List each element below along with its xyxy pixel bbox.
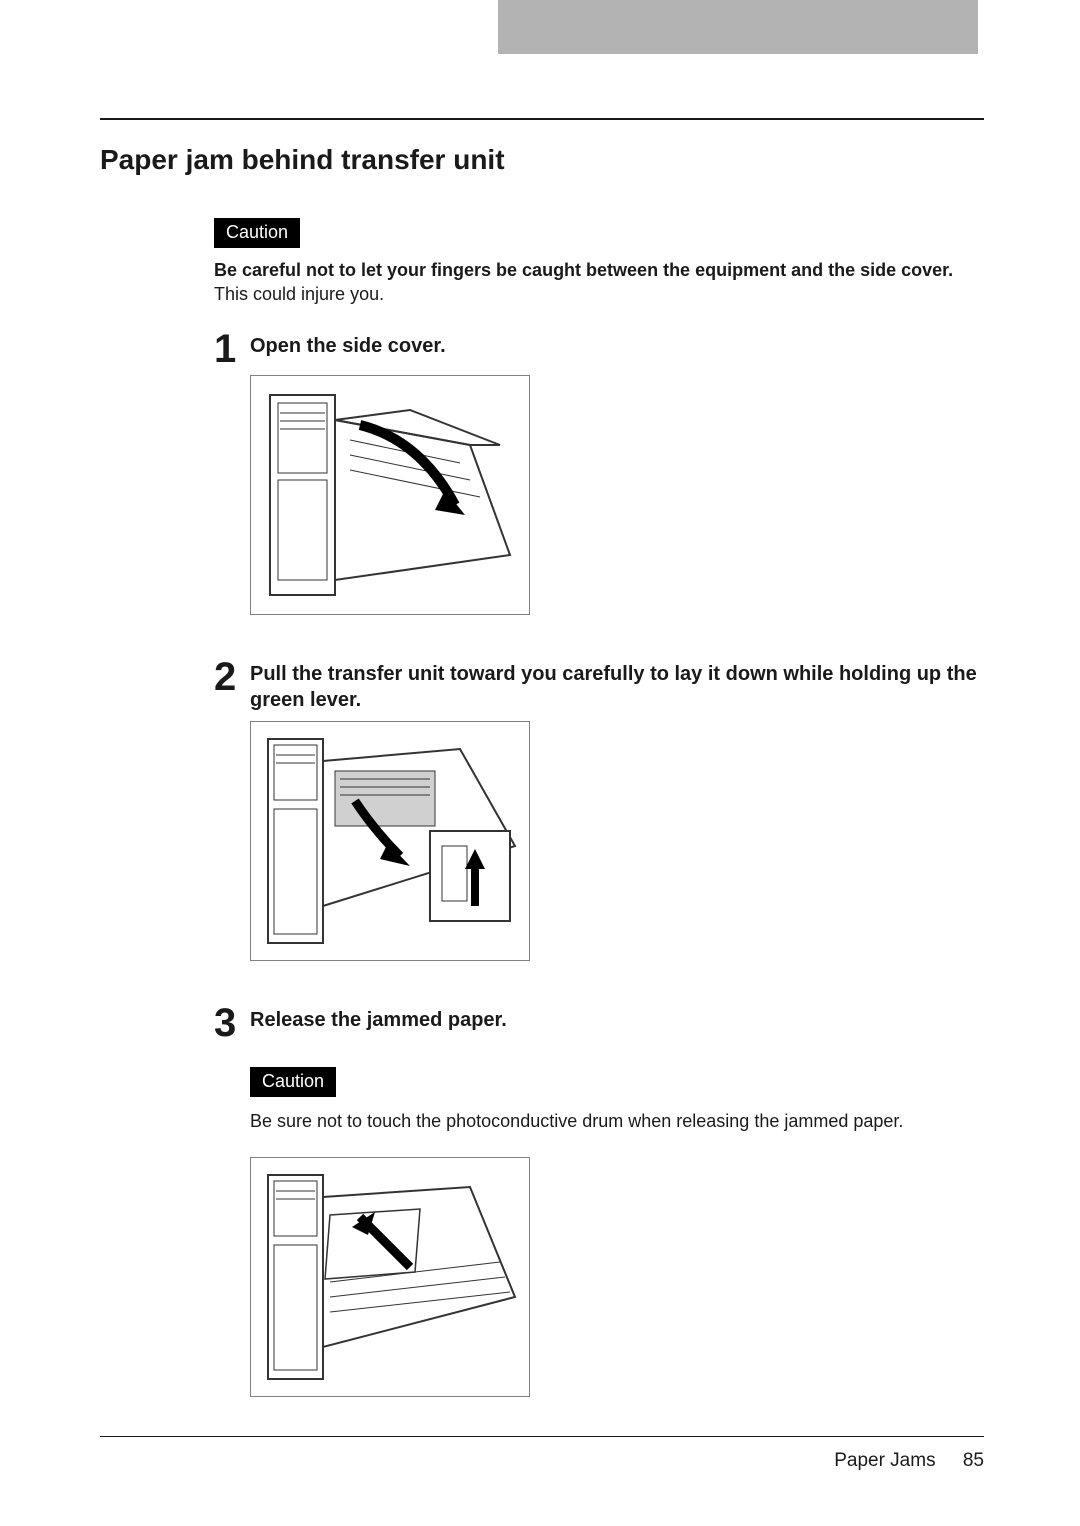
step-number: 1 — [214, 331, 250, 367]
step-1: 1 Open the side cover. — [214, 331, 984, 367]
step-number: 2 — [214, 659, 250, 695]
caution-bold-text: Be careful not to let your fingers be ca… — [214, 258, 984, 282]
footer-page-number: 85 — [963, 1450, 984, 1471]
caution-plain-text: This could injure you. — [214, 282, 984, 306]
step3-caution-text: Be sure not to touch the photoconductive… — [250, 1109, 984, 1133]
printer-transfer-unit-icon — [260, 731, 520, 951]
footer-section: Paper Jams — [834, 1450, 935, 1471]
step-title: Pull the transfer unit toward you carefu… — [250, 659, 984, 713]
caution-label: Caution — [214, 218, 300, 248]
step-title: Open the side cover. — [250, 331, 446, 359]
rule-top — [100, 118, 984, 120]
step3-caution-label: Caution — [250, 1067, 336, 1097]
figure-step-2 — [250, 721, 530, 961]
header-tab — [498, 0, 978, 54]
step-3: 3 Release the jammed paper. — [214, 1005, 984, 1041]
figure-step-1 — [250, 375, 530, 615]
printer-release-paper-icon — [260, 1167, 520, 1387]
figure-step-3 — [250, 1157, 530, 1397]
step-number: 3 — [214, 1005, 250, 1041]
step-title: Release the jammed paper. — [250, 1005, 507, 1033]
step-2: 2 Pull the transfer unit toward you care… — [214, 659, 984, 713]
printer-open-side-cover-icon — [260, 385, 520, 605]
rule-bottom — [100, 1436, 984, 1437]
footer: Paper Jams 85 — [100, 1450, 984, 1472]
section-title: Paper jam behind transfer unit — [100, 144, 984, 176]
